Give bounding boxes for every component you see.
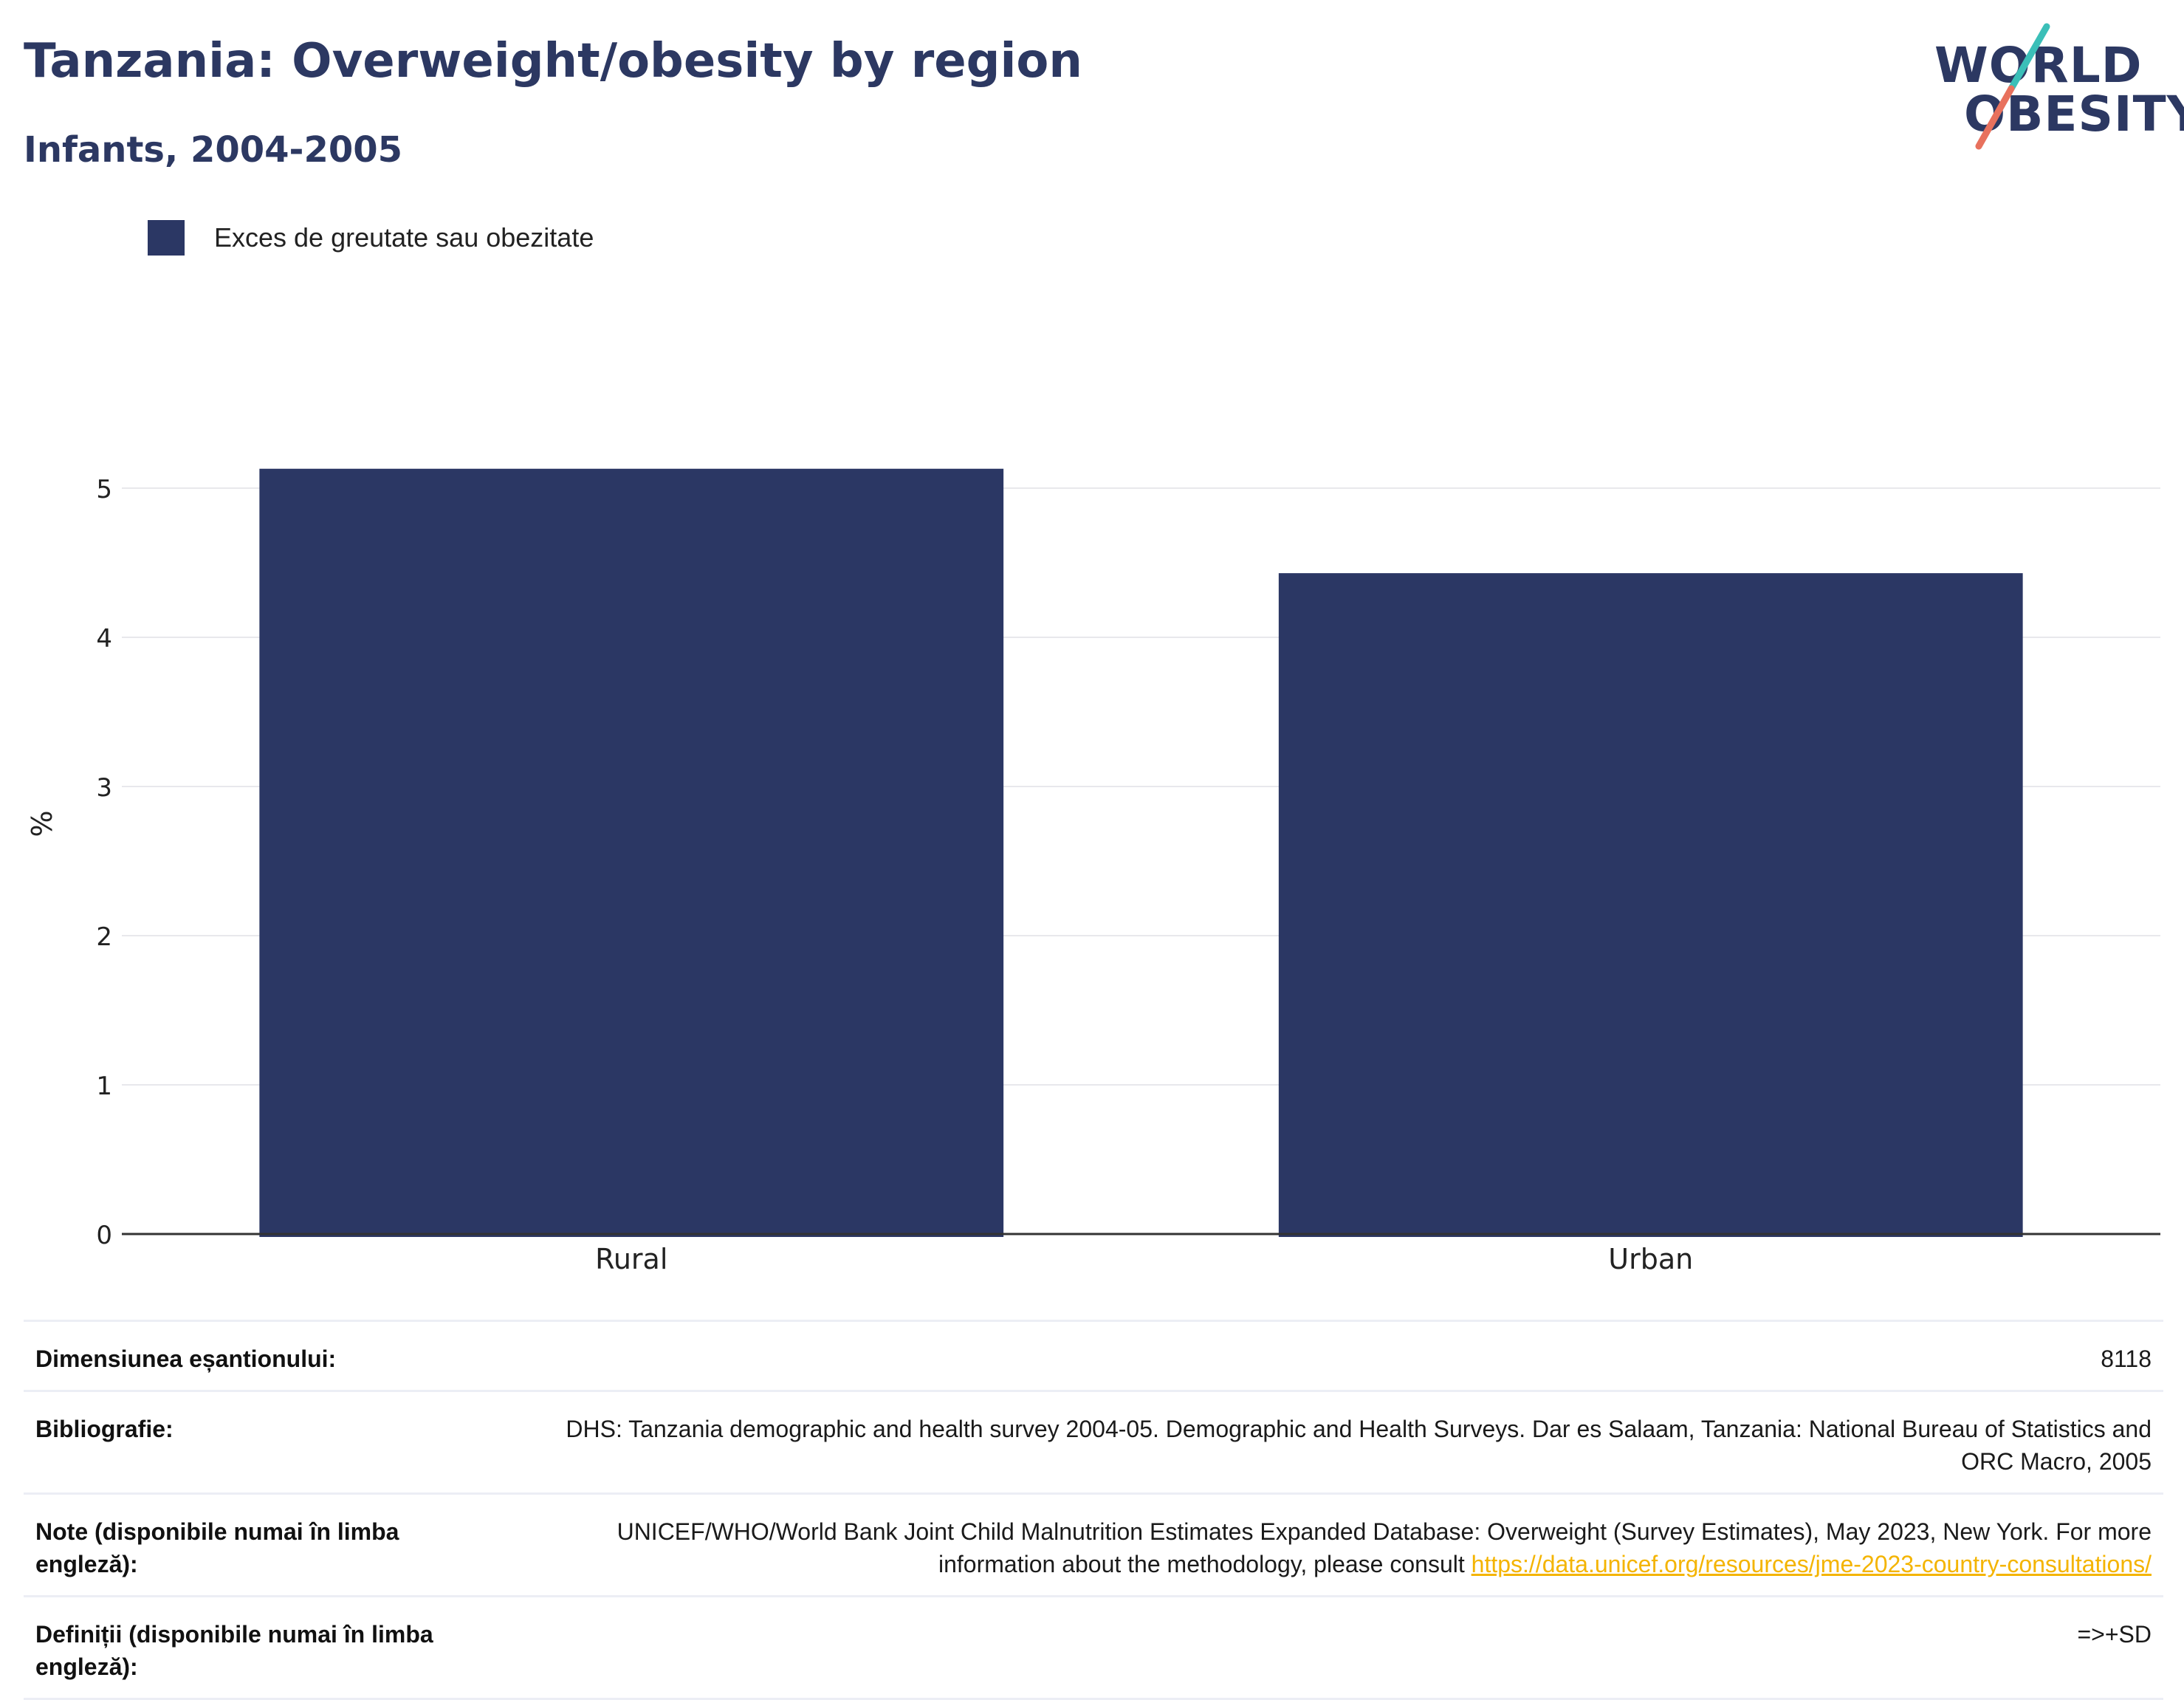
y-tick-label: 1: [96, 1072, 112, 1101]
info-row-sample-size: Dimensiunea eșantionului: 8118: [24, 1320, 2163, 1390]
bar-urban: [1278, 573, 2023, 1237]
info-label: Bibliografie:: [35, 1416, 174, 1442]
y-axis-label: %: [26, 810, 58, 837]
y-tick-label: 3: [96, 773, 112, 803]
x-tick-label: Urban: [1608, 1243, 1693, 1275]
info-value: 8118: [2101, 1346, 2152, 1372]
info-row-definitions: Definiții (disponibile numai în limba en…: [24, 1595, 2163, 1700]
x-tick-label: Rural: [595, 1243, 667, 1275]
page-title: Tanzania: Overweight/obesity by region: [24, 34, 1082, 89]
y-tick-label: 5: [96, 475, 112, 504]
info-value: =>+SD: [2077, 1621, 2152, 1648]
y-tick-label: 4: [96, 624, 112, 654]
methodology-link[interactable]: https://data.unicef.org/resources/jme-20…: [1471, 1551, 2152, 1577]
page-subtitle: Infants, 2004-2005: [24, 129, 403, 171]
info-value: UNICEF/WHO/World Bank Joint Child Malnut…: [508, 1515, 2152, 1580]
info-value: DHS: Tanzania demographic and health sur…: [566, 1416, 2152, 1475]
y-tick-label: 0: [96, 1221, 112, 1250]
info-row-notes: Note (disponibile numai în limba engleză…: [24, 1492, 2163, 1595]
info-row-bibliography: Bibliografie: DHS: Tanzania demographic …: [24, 1390, 2163, 1492]
bar-chart: 0 1 2 3 4 5% Rural Urban: [26, 468, 2160, 1275]
bar-rural: [259, 468, 1004, 1237]
info-label: Note (disponibile numai în limba engleză…: [35, 1518, 399, 1577]
info-label: Dimensiunea eșantionului:: [35, 1346, 337, 1372]
info-table: Dimensiunea eșantionului: 8118 Bibliogra…: [24, 1320, 2163, 1700]
legend-label: Exces de greutate sau obezitate: [214, 222, 594, 253]
legend-swatch: [148, 220, 185, 256]
logo-slash-icon: [1975, 23, 2050, 150]
info-label: Definiții (disponibile numai în limba en…: [35, 1621, 433, 1680]
notes-text: UNICEF/WHO/World Bank Joint Child Malnut…: [617, 1518, 2152, 1577]
y-tick-label: 2: [96, 922, 112, 952]
chart-legend: Exces de greutate sau obezitate: [148, 220, 594, 256]
world-obesity-logo: WORLD OBESITY: [1929, 21, 2184, 154]
